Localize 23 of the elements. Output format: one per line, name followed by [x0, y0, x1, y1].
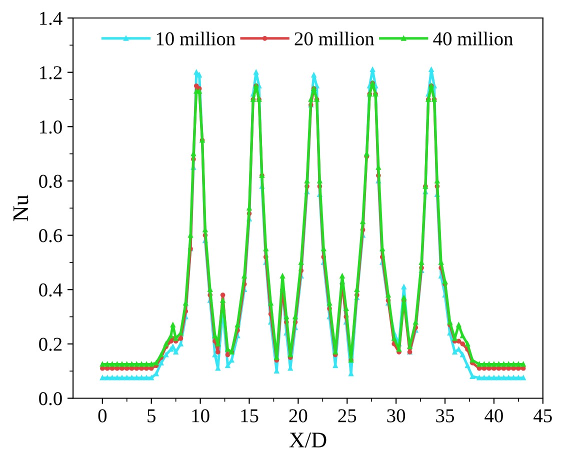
- y-tick-label: 0.6: [39, 229, 62, 242]
- y-tick-label: 1.4: [40, 12, 62, 26]
- y-tick-label: 1.0: [40, 120, 62, 134]
- y-tick-label: 0.8: [39, 174, 62, 188]
- y-tick-label: 1.2: [40, 66, 62, 80]
- x-tick-label: 10: [192, 409, 210, 422]
- legend-label: 20 million: [294, 32, 374, 46]
- x-tick-label: 35: [436, 409, 454, 422]
- legend-label: 10 million: [156, 32, 236, 46]
- x-tick-label: 0: [98, 409, 107, 422]
- y-tick-label: 0.4: [39, 283, 62, 297]
- y-tick-label: 0.0: [39, 392, 62, 406]
- x-tick-label: 40: [484, 409, 503, 422]
- legend-label: 40 million: [433, 32, 513, 46]
- x-tick-label: 15: [241, 409, 258, 422]
- x-axis-title: X/D: [289, 432, 326, 448]
- y-axis-title: Nu: [13, 194, 28, 222]
- x-tick-label: 5: [148, 409, 156, 422]
- x-tick-label: 45: [534, 409, 552, 422]
- x-tick-label: 25: [338, 409, 356, 422]
- y-tick-label: 0.2: [39, 338, 62, 351]
- x-tick-label: 20: [289, 409, 308, 422]
- x-tick-label: 30: [387, 409, 406, 422]
